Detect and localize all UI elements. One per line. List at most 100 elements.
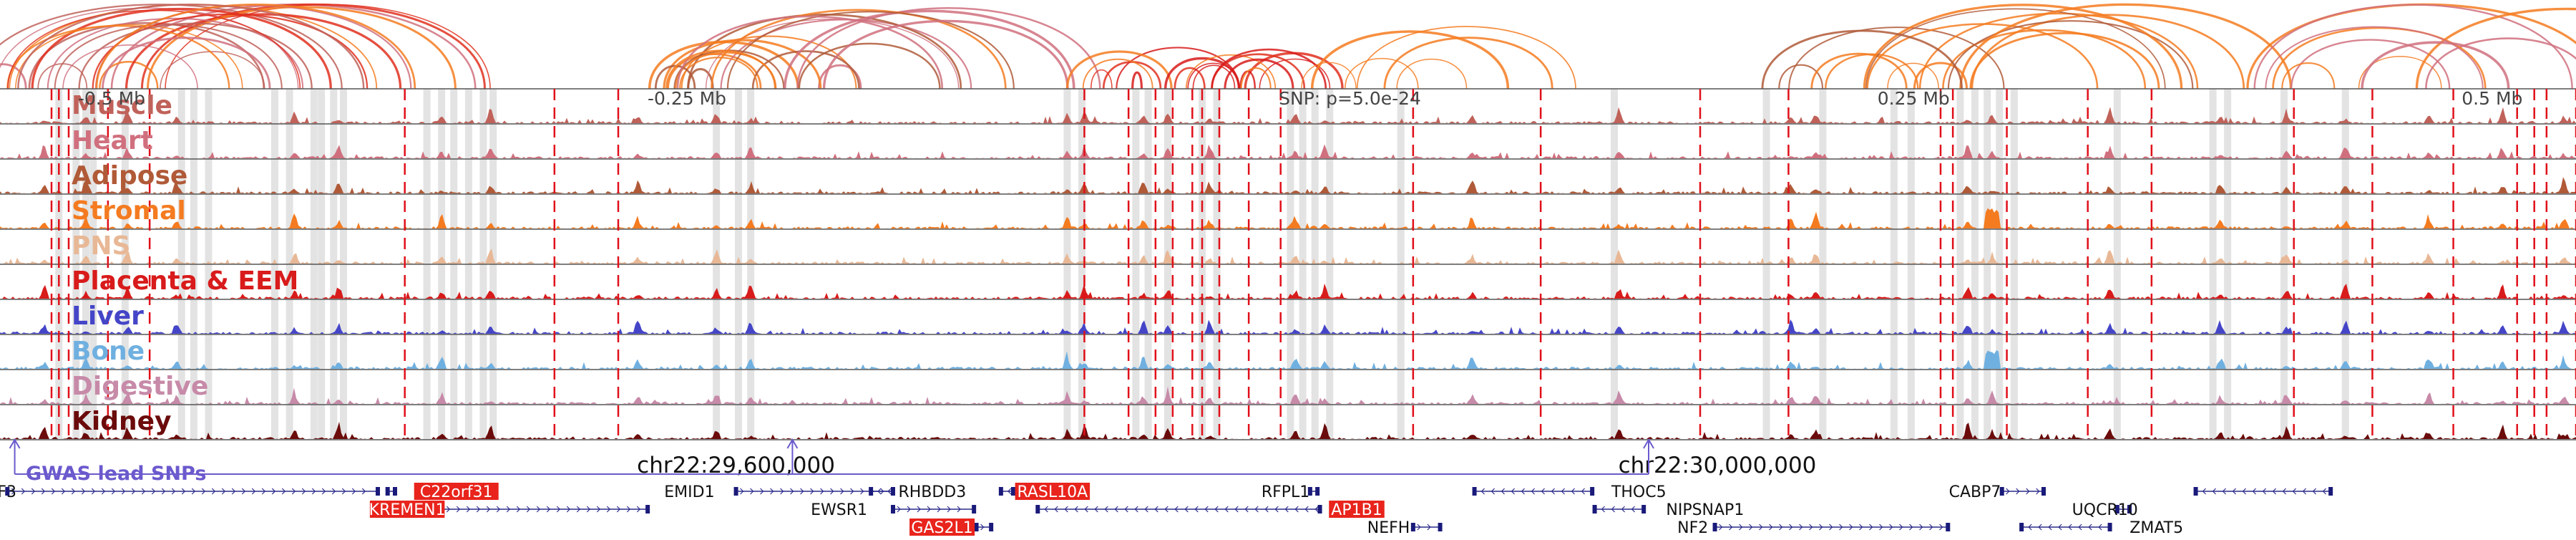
gene-label: RASL10A (1017, 483, 1088, 501)
gene-strand-arrow (1581, 488, 1585, 495)
gene-label: NEFH (1367, 519, 1410, 537)
gene-strand-arrow (1094, 506, 1098, 513)
signal-tracks (0, 88, 2576, 440)
gene-strand-arrow (1144, 506, 1148, 513)
interaction-arc-94 (2272, 26, 2487, 90)
track-signal-1 (0, 144, 2576, 158)
gene-strand-arrow (770, 488, 774, 495)
gene-strand-arrow (241, 488, 246, 495)
interaction-arc-21 (62, 44, 198, 90)
gene-strand-arrow (456, 506, 461, 513)
interaction-arc-66 (1310, 30, 1510, 90)
gene-strand-arrow (31, 488, 36, 495)
gene-highlight-box (369, 501, 445, 518)
gene-strand-arrow (1114, 506, 1118, 513)
interaction-arc-67 (1344, 58, 1419, 90)
gene-strand-arrow (321, 488, 326, 495)
gene-strand-arrow (161, 488, 166, 495)
gene-strand-arrow (860, 488, 864, 495)
interaction-arc-44 (679, 57, 758, 90)
gene-strand-arrow (1919, 524, 1923, 531)
gene-strand-arrow (121, 488, 126, 495)
gene-strand-arrow (1154, 506, 1158, 513)
gene-strand-arrow (2282, 488, 2286, 495)
gene-strand-arrow (141, 488, 146, 495)
interaction-arc-71 (1356, 26, 1576, 90)
gene-strand-arrow (750, 488, 754, 495)
gene-exon (376, 487, 380, 496)
gene-exon (733, 487, 738, 496)
gwas-snp-marker (1643, 438, 1654, 449)
gene-strand-arrow (291, 488, 296, 495)
gene-label: ZNRF3 (0, 483, 16, 501)
interaction-arc-87 (1887, 62, 1939, 90)
gene-strand-arrow (1234, 506, 1239, 513)
gene-strand-arrow (2212, 488, 2216, 495)
gene-exon (998, 487, 1003, 496)
interaction-arc-15 (6, 24, 230, 90)
gene-strand-arrow (2006, 488, 2010, 495)
track-liver (0, 319, 2576, 335)
snp-annotation-label: SNP: p=5.0e-24 (1279, 88, 1421, 109)
gene-strand-arrow (596, 506, 601, 513)
interaction-arc-69 (1301, 62, 1357, 90)
gene-strand-arrow (1184, 506, 1189, 513)
gene-exon (2328, 487, 2333, 496)
gene-strand-arrow (341, 488, 346, 495)
track-label-digestive: Digestive (72, 372, 208, 401)
gene-exon (2114, 505, 2119, 514)
gene-strand-arrow (1264, 506, 1269, 513)
gene-strand-arrow (1729, 524, 1733, 531)
gene-label: RFPL1 (1262, 483, 1309, 501)
gene-strand-arrow (1084, 506, 1088, 513)
axis-tick-label: -0.25 Mb (648, 88, 726, 109)
gene-strand-arrow (1491, 488, 1495, 495)
track-kidney (0, 421, 2576, 440)
gene-strand-arrow (61, 488, 66, 495)
gene-exon (393, 487, 397, 496)
gene-exon (2193, 487, 2198, 496)
gene-exon (1472, 487, 1477, 496)
gene-strand-arrow (446, 506, 451, 513)
gene-strand-arrow (897, 506, 901, 513)
interaction-arc-82 (1971, 14, 2245, 90)
gene-label: KREMEN1 (369, 501, 446, 519)
gene-exon (1410, 523, 1415, 531)
gene-strand-arrow (1511, 488, 1515, 495)
gene-exon (1317, 505, 1322, 514)
gene-rasl10a: RASL10A (998, 483, 1091, 501)
gene-strand-arrow (927, 506, 931, 513)
track-label-adipose: Adipose (72, 161, 187, 191)
red-dashed-markers (50, 89, 2576, 440)
gene-nf2: NF2 (1677, 519, 1951, 537)
gene-strand-arrow (2272, 488, 2276, 495)
gene-strand-arrow (2058, 524, 2062, 531)
gene-strand-arrow (2026, 488, 2030, 495)
gene-strand-arrow (800, 488, 804, 495)
interaction-arc-78 (1810, 52, 1908, 90)
gene-strand-arrow (526, 506, 531, 513)
interaction-arc-63 (1082, 58, 1153, 90)
gene-strand-arrow (11, 488, 16, 495)
gene-strand-arrow (2222, 488, 2226, 495)
gene-nipsnap1: NIPSNAP1 (1592, 501, 1744, 519)
gene-strand-arrow (1909, 524, 1913, 531)
track-label-placenta-eem: Placenta & EEM (72, 266, 298, 296)
track-signal-0 (0, 107, 2576, 123)
gene-strand-arrow (980, 524, 985, 531)
gene-strand-arrow (1749, 524, 1753, 531)
gene-strand-arrow (1611, 506, 1615, 513)
gene-strand-arrow (2322, 488, 2326, 495)
gene-strand-arrow (1829, 524, 1833, 531)
gene-strand-arrow (1427, 524, 1431, 531)
gene-strand-arrow (506, 506, 511, 513)
gene-strand-arrow (1859, 524, 1863, 531)
gene-strand-arrow (81, 488, 86, 495)
gene-strand-arrow (1819, 524, 1823, 531)
gene-label: ZMAT5 (2129, 519, 2183, 537)
gene-exon (1011, 487, 1015, 496)
gene-exon (1307, 487, 1312, 496)
interaction-arc-34 (705, 19, 960, 90)
gene-strand-arrow (1601, 506, 1605, 513)
